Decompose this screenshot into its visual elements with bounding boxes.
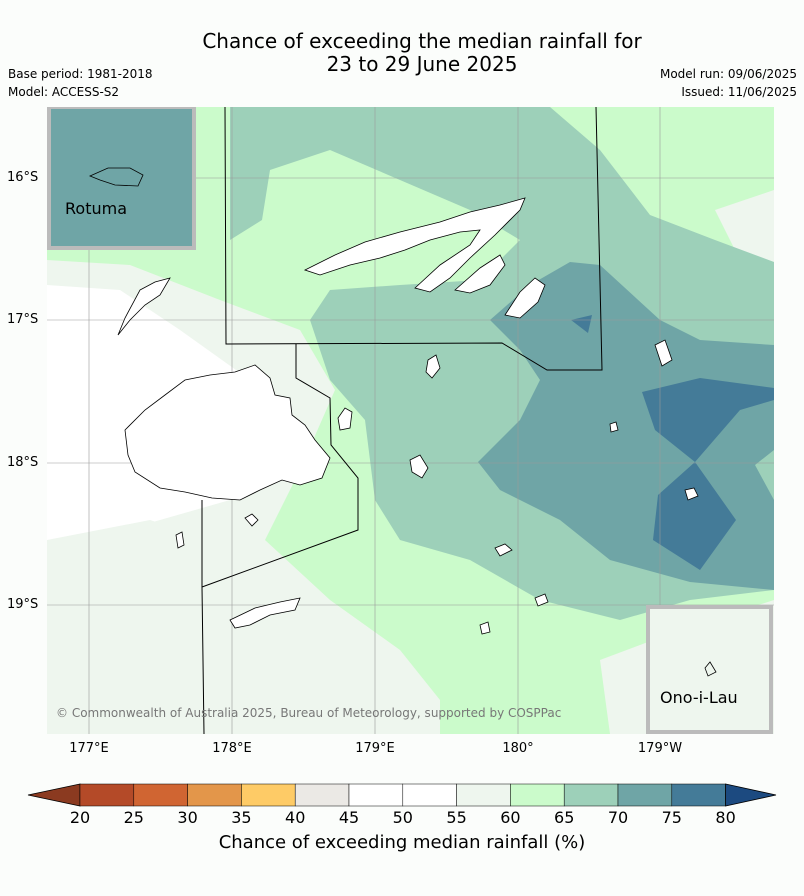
island-qamea xyxy=(504,277,546,319)
colorbar-segment-50-55 xyxy=(402,783,457,807)
inset-label-ono-i-lau: Ono-i-Lau xyxy=(660,688,738,707)
colorbar-tick-45: 45 xyxy=(338,808,360,827)
colorbar-segment-35-40 xyxy=(241,783,296,807)
colorbar-segment-20-25 xyxy=(79,783,135,807)
colorbar-tick-40: 40 xyxy=(285,808,306,827)
colorbar-tick-65: 65 xyxy=(554,808,575,827)
issued-date: Issued: 11/06/2025 xyxy=(681,85,797,99)
title-line-2: 23 to 29 June 2025 xyxy=(326,52,518,76)
colorbar-arrow-high xyxy=(725,783,777,807)
colorbar-tick-30: 30 xyxy=(177,808,198,827)
colorbar-segment-75-80 xyxy=(671,783,726,807)
lon-label-179e: 179°E xyxy=(355,741,395,756)
region-55-60-southwest xyxy=(47,520,210,630)
island-south-3 xyxy=(534,593,549,607)
region-55-60-northeast xyxy=(715,190,774,262)
island-kadavu xyxy=(229,597,301,629)
colorbar-segment-25-30 xyxy=(133,783,188,807)
inset-label-rotuma: Rotuma xyxy=(65,199,127,218)
region-75-80-small xyxy=(571,315,592,333)
inset-ono-i-lau xyxy=(646,605,773,734)
title-line-1: Chance of exceeding the median rainfall … xyxy=(202,29,642,53)
island-east-1 xyxy=(684,487,699,501)
island-vanua-levu xyxy=(303,197,526,293)
island-taveuni xyxy=(454,254,506,294)
colorbar-tick-25: 25 xyxy=(123,808,144,827)
colorbar-tick-80: 80 xyxy=(715,808,736,827)
lat-label-19s: 19°S xyxy=(7,597,39,612)
island-south-1 xyxy=(175,531,185,549)
lon-label-180: 180° xyxy=(502,741,534,756)
colorbar-segment-30-35 xyxy=(187,783,242,807)
island-beqa xyxy=(244,513,259,527)
model: Model: ACCESS-S2 xyxy=(8,85,120,99)
island-ovalau xyxy=(337,407,353,431)
region-75-80-south xyxy=(653,462,736,570)
island-koro xyxy=(425,354,441,379)
islands xyxy=(117,197,699,635)
lat-label-16s: 16°S xyxy=(7,170,39,185)
lon-label-177e: 177°E xyxy=(69,741,109,756)
copyright-notice: © Commonwealth of Australia 2025, Bureau… xyxy=(56,706,562,720)
island-lakeba xyxy=(409,454,429,479)
island-yasawa xyxy=(117,277,171,336)
lon-label-178e: 178°E xyxy=(212,741,252,756)
colorbar-tick-60: 60 xyxy=(500,808,521,827)
lat-label-17s: 17°S xyxy=(7,312,39,327)
colorbar-tick-35: 35 xyxy=(231,808,252,827)
colorbar-label: Chance of exceeding median rainfall (%) xyxy=(218,832,586,853)
colorbar-arrow-low xyxy=(27,783,81,807)
map-title: Chance of exceeding the median rainfall … xyxy=(0,30,804,76)
meta-right: Model run: 09/06/2025 Issued: 11/06/2025 xyxy=(660,65,797,101)
base-period: Base period: 1981-2018 xyxy=(8,67,153,81)
region-75-80-north xyxy=(642,378,774,462)
colorbar-tick-50: 50 xyxy=(392,808,413,827)
island-south-2 xyxy=(494,543,513,557)
meta-left: Base period: 1981-2018 Model: ACCESS-S2 xyxy=(8,65,153,101)
island-east-2 xyxy=(609,421,619,433)
colorbar-tick-75: 75 xyxy=(661,808,682,827)
lon-label-179w: 179°W xyxy=(637,741,683,756)
boundary-lines xyxy=(201,107,603,734)
colorbar-segment-65-70 xyxy=(563,783,619,807)
colorbar-tick-20: 20 xyxy=(69,808,91,827)
colorbar-segment-55-60 xyxy=(456,783,511,807)
colorbar-segment-40-45 xyxy=(294,783,350,807)
colorbar xyxy=(27,783,777,807)
colorbar-tick-55: 55 xyxy=(446,808,467,827)
inset-rotuma xyxy=(47,107,196,250)
island-south-4 xyxy=(479,621,491,635)
map-area xyxy=(47,107,774,734)
lat-label-18s: 18°S xyxy=(7,455,39,470)
colorbar-tick-70: 70 xyxy=(607,808,629,827)
island-east-3 xyxy=(654,339,673,367)
colorbar-segment-60-65 xyxy=(510,783,565,807)
island-viti-levu xyxy=(124,364,331,501)
model-run: Model run: 09/06/2025 xyxy=(659,67,797,81)
colorbar-segment-70-75 xyxy=(617,783,673,807)
colorbar-segment-45-50 xyxy=(348,783,404,807)
